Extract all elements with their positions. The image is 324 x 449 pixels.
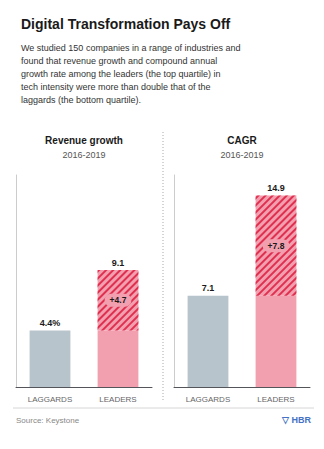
svg-text:LAGGARDS: LAGGARDS	[186, 395, 230, 404]
svg-text:▽ HBR: ▽ HBR	[281, 415, 311, 425]
svg-text:laggards (the bottom quartile): laggards (the bottom quartile).	[21, 95, 141, 105]
svg-text:4.4%: 4.4%	[40, 318, 61, 328]
svg-text:+4.7: +4.7	[110, 295, 127, 305]
svg-text:LEADERS: LEADERS	[99, 395, 136, 404]
svg-text:CAGR: CAGR	[227, 135, 257, 146]
svg-text:Digital Transformation Pays Of: Digital Transformation Pays Off	[21, 16, 231, 32]
svg-text:9.1: 9.1	[112, 258, 125, 268]
svg-text:14.9: 14.9	[267, 183, 285, 193]
svg-text:2016-2019: 2016-2019	[220, 150, 263, 160]
svg-text:LEADERS: LEADERS	[257, 395, 294, 404]
svg-text:Revenue growth: Revenue growth	[45, 135, 123, 146]
svg-text:LAGGARDS: LAGGARDS	[28, 395, 72, 404]
svg-text:7.1: 7.1	[202, 283, 215, 293]
svg-text:Source: Keystone: Source: Keystone	[16, 416, 80, 425]
svg-text:found that revenue growth and: found that revenue growth and compound a…	[21, 56, 217, 66]
svg-text:2016-2019: 2016-2019	[62, 150, 105, 160]
svg-text:+7.8: +7.8	[268, 241, 285, 251]
svg-text:tech intensity were more than: tech intensity were more than double tha…	[21, 82, 211, 92]
svg-text:growth rate among the leaders: growth rate among the leaders (the top q…	[21, 69, 221, 79]
svg-text:We studied 150 companies in a: We studied 150 companies in a range of i…	[21, 43, 240, 53]
